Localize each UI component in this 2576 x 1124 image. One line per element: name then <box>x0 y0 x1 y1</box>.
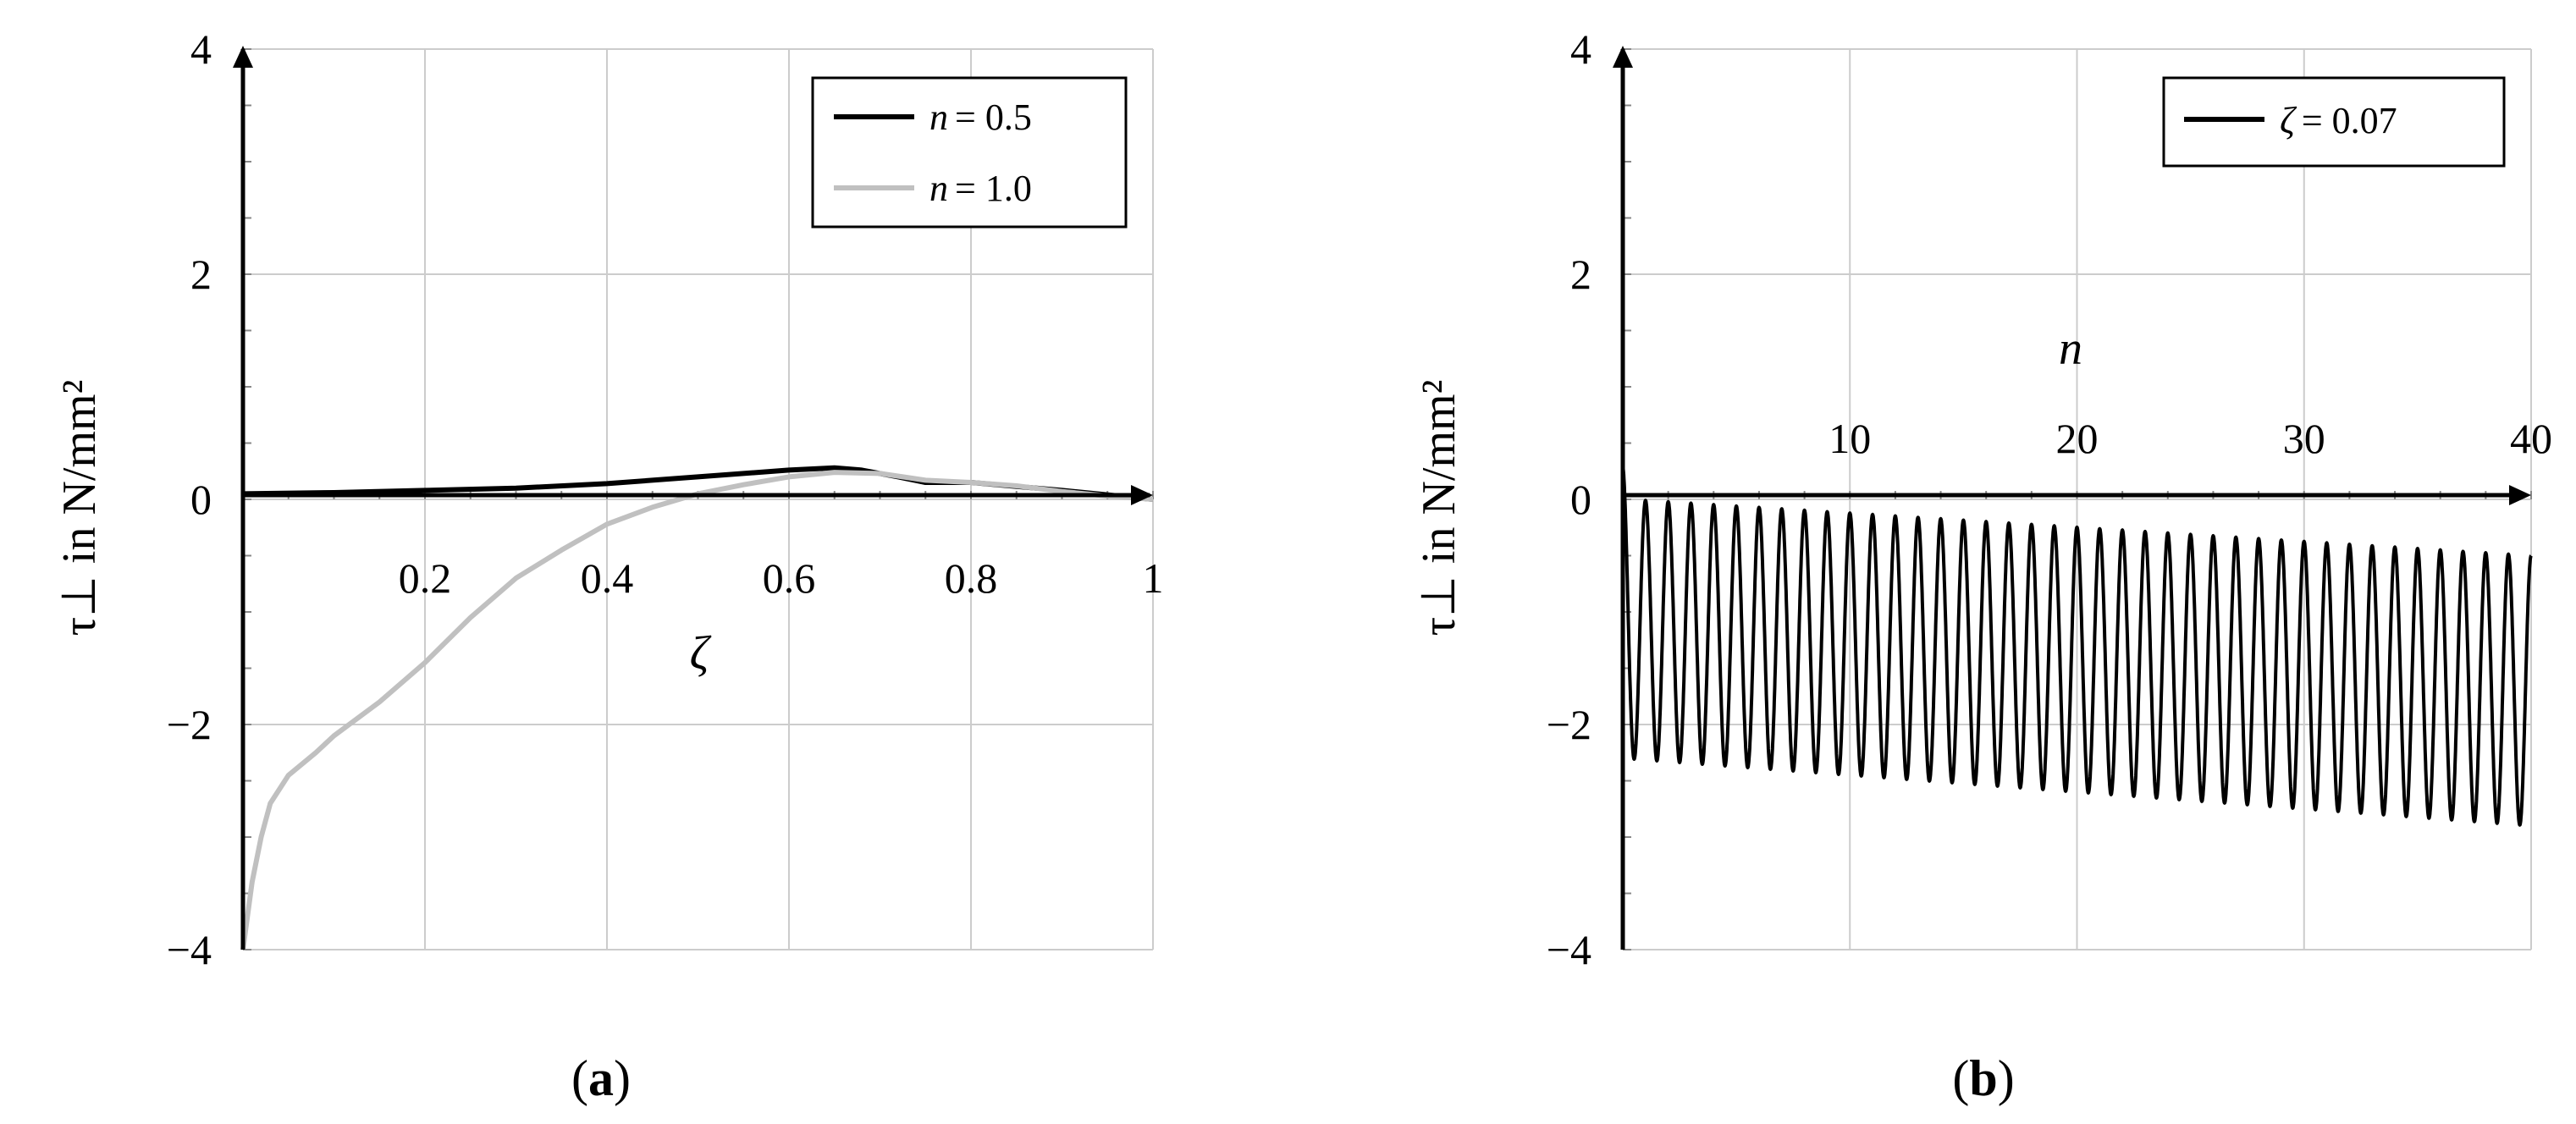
panel-b-y-tick-label: −4 <box>1547 926 1591 973</box>
panel-b-series-1-line <box>1621 465 2533 827</box>
panel-b-legend: ζ = 0.07 <box>2162 76 2506 168</box>
panel-a-chart: 0.2 0.4 0.6 0.8 1 −4 −2 0 2 4 ζ τ⊥ in N/mm² n = 0.… <box>53 25 1164 1106</box>
panel-b-x-tick-label: 10 <box>1829 415 1871 462</box>
panel-b-x-axis-label: n <box>2059 322 2082 375</box>
panel-a-x-tick-label: 0.6 <box>763 554 816 602</box>
panel-b-y-axis-label: τ⊥ in N/mm² <box>1413 380 1465 636</box>
panel-a-y-tick-label: 0 <box>190 476 212 523</box>
panel-b-tick-labels: 10 20 30 40 −4 −2 0 2 4 <box>1547 25 2552 973</box>
panel-a-series <box>240 465 1154 950</box>
panel-b-y-axis-arrow <box>1613 46 1633 68</box>
panel-a-y-tick-label: −2 <box>167 701 212 748</box>
panel-a-legend-label-2: n = 1.0 <box>929 168 1032 209</box>
panel-b-x-tick-label: 20 <box>2056 415 2099 462</box>
panel-a-y-tick-label: 4 <box>190 25 212 73</box>
panel-a-y-tick-label: 2 <box>190 251 212 298</box>
panel-a-x-tick-label: 0.8 <box>945 554 998 602</box>
panel-b-series <box>1621 465 2533 827</box>
panel-b-caption: (b) <box>1952 1050 2014 1106</box>
panel-a-legend-label-1: n = 0.5 <box>929 96 1032 138</box>
panel-a-series-2-line <box>240 470 1154 950</box>
panel-a-legend: n = 0.5 n = 1.0 <box>811 76 1128 229</box>
panel-a-x-tick-label: 0.2 <box>399 554 452 602</box>
panel-a-x-tick-label: 1 <box>1143 554 1164 602</box>
panel-a-caption: (a) <box>571 1050 631 1106</box>
panel-a-x-axis-label: ζ <box>690 627 712 680</box>
panel-a-y-axis-arrow <box>233 46 253 68</box>
panel-b-legend-label-1: ζ = 0.07 <box>2280 100 2397 141</box>
panel-b-chart: 10 20 30 40 −4 −2 0 2 4 n τ⊥ in N/mm² ζ = 0.07 (b… <box>1413 25 2552 1106</box>
panel-b-y-tick-label: 2 <box>1570 251 1591 298</box>
panel-b-x-tick-label: 30 <box>2283 415 2325 462</box>
panel-b-y-tick-label: 0 <box>1570 476 1591 523</box>
panel-a-legend-box <box>811 76 1128 229</box>
panel-a-x-axis-arrow <box>1131 485 1153 505</box>
panel-b-x-tick-label: 40 <box>2510 415 2552 462</box>
panel-b-grid <box>1622 48 2532 950</box>
panel-b-x-axis-arrow <box>2509 485 2531 505</box>
panel-a-y-tick-label: −4 <box>167 926 212 973</box>
panel-b-y-tick-label: 4 <box>1570 25 1591 73</box>
panel-a-axes <box>233 46 1153 950</box>
panel-b-y-tick-label: −2 <box>1547 701 1591 748</box>
panel-a-y-axis-label: τ⊥ in N/mm² <box>53 380 106 636</box>
panel-b-axes <box>1613 46 2531 950</box>
panel-a-tick-labels: 0.2 0.4 0.6 0.8 1 −4 −2 0 2 4 <box>167 25 1164 973</box>
panel-a-x-tick-label: 0.4 <box>581 554 634 602</box>
